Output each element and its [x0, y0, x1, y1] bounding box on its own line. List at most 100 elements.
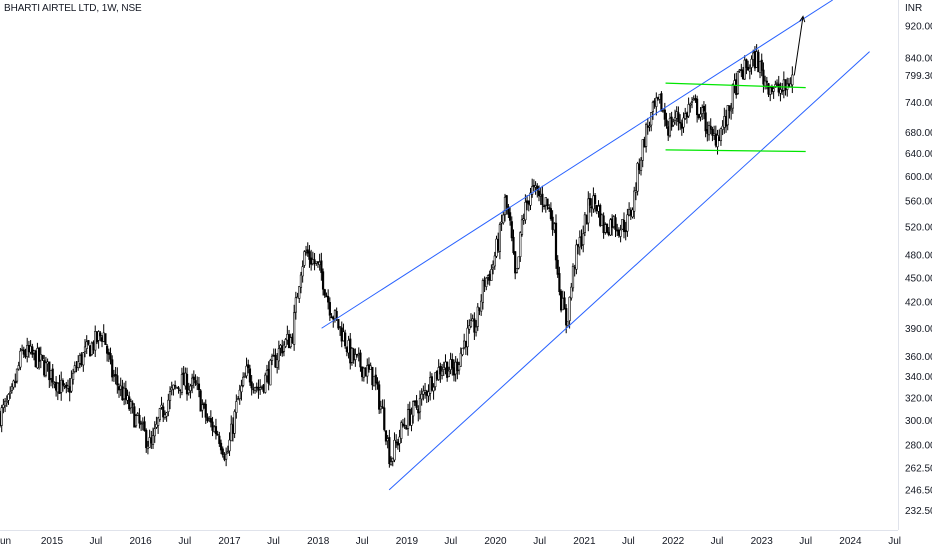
- candle-105: [177, 386, 180, 394]
- candle-25: [41, 354, 44, 361]
- candle-394: [668, 113, 672, 138]
- candle-296: [502, 210, 505, 225]
- candle-361: [612, 215, 615, 229]
- candle-7: [10, 383, 14, 394]
- candle-424: [719, 127, 723, 146]
- candle-126: [213, 425, 216, 433]
- candle-379: [643, 136, 646, 148]
- candle-144: [243, 372, 246, 378]
- candle-466: [791, 66, 794, 94]
- candle-10: [15, 368, 19, 384]
- candle-297: [503, 193, 507, 222]
- candle-88: [148, 429, 151, 448]
- candle-295: [500, 214, 503, 232]
- candle-440: [747, 60, 750, 71]
- candle-50: [83, 339, 87, 358]
- candle-359: [609, 218, 612, 236]
- candle-406: [689, 102, 692, 113]
- candle-166: [281, 339, 284, 357]
- y-tick-label-7: 520.00: [905, 222, 932, 233]
- candle-30: [49, 370, 53, 387]
- candle-238: [403, 417, 406, 429]
- candle-378: [641, 139, 644, 168]
- candle-302: [512, 229, 515, 255]
- candle-191: [323, 288, 326, 298]
- candle-97: [163, 410, 167, 420]
- candle-39: [65, 381, 68, 394]
- candle-190: [321, 268, 325, 296]
- x-tick-label-6: Jul: [267, 536, 280, 547]
- candle-340: [576, 243, 580, 255]
- candle-321: [544, 197, 547, 213]
- candle-364: [617, 227, 621, 238]
- candle-270: [457, 361, 461, 375]
- candle-159: [269, 358, 272, 386]
- candle-204: [345, 346, 348, 357]
- candle-313: [531, 178, 534, 198]
- y-tick-label-18: 246.50: [905, 485, 932, 496]
- candle-384: [651, 100, 655, 120]
- candle-339: [575, 239, 578, 275]
- candle-355: [602, 212, 605, 239]
- candle-66: [111, 355, 114, 382]
- candle-150: [253, 386, 257, 394]
- candle-354: [600, 213, 604, 227]
- candle-407: [690, 96, 694, 109]
- candle-445: [755, 44, 758, 68]
- candle-265: [449, 352, 452, 375]
- candle-381: [646, 117, 649, 135]
- y-tick-label-8: 480.00: [905, 251, 932, 262]
- candle-171: [289, 333, 292, 349]
- candle-143: [242, 372, 245, 388]
- candle-53: [89, 344, 92, 357]
- candle-18: [29, 340, 32, 355]
- x-tick-label-13: 2021: [573, 536, 596, 547]
- x-tick-label-17: 2023: [751, 536, 774, 547]
- candle-245: [415, 394, 418, 410]
- candle-26: [43, 355, 46, 378]
- candle-151: [255, 382, 258, 393]
- candle-34: [56, 382, 59, 401]
- last-price-tag: [899, 68, 932, 83]
- candle-341: [578, 230, 581, 256]
- candle-14: [22, 346, 25, 359]
- range-upper-line[interactable]: [665, 82, 806, 89]
- candle-240: [406, 403, 410, 436]
- candle-41: [68, 378, 71, 402]
- candle-27: [44, 356, 48, 378]
- candle-70: [117, 383, 121, 398]
- candle-108: [182, 366, 185, 386]
- candle-415: [704, 104, 707, 138]
- candle-455: [772, 86, 775, 99]
- candle-392: [665, 112, 668, 129]
- candle-155: [262, 383, 265, 394]
- candle-93: [157, 416, 160, 434]
- y-tick-label-1: 840.00: [905, 53, 932, 64]
- candle-328: [556, 255, 559, 278]
- channel-lower-line[interactable]: [388, 51, 870, 491]
- candle-201: [340, 321, 343, 348]
- candle-285: [483, 276, 486, 293]
- candle-64: [107, 348, 110, 363]
- candle-264: [447, 366, 450, 378]
- candle-154: [260, 385, 263, 390]
- candle-1: [0, 404, 3, 433]
- channel-upper-line[interactable]: [321, 0, 833, 329]
- candle-74: [124, 380, 127, 405]
- candle-20: [32, 349, 36, 361]
- time-axis[interactable]: un 2015 Jul 2016 Jul 2017 Jul 2018 Jul 2019 Jul 202…: [0, 530, 901, 548]
- candle-439: [745, 58, 748, 75]
- candle-267: [452, 359, 456, 382]
- candle-284: [481, 278, 484, 310]
- candle-217: [367, 357, 371, 373]
- candle-120: [202, 401, 206, 409]
- candle-304: [515, 268, 518, 274]
- candle-366: [621, 219, 624, 231]
- forecast-arrow-line[interactable]: [793, 16, 804, 76]
- range-lower-line[interactable]: [665, 149, 806, 153]
- candle-57: [95, 331, 99, 345]
- candle-249: [422, 385, 425, 401]
- candle-118: [199, 389, 202, 412]
- price-axis[interactable]: INR 920.00 840.00 740.00 680.00 640.00 600.00 5…: [898, 0, 932, 530]
